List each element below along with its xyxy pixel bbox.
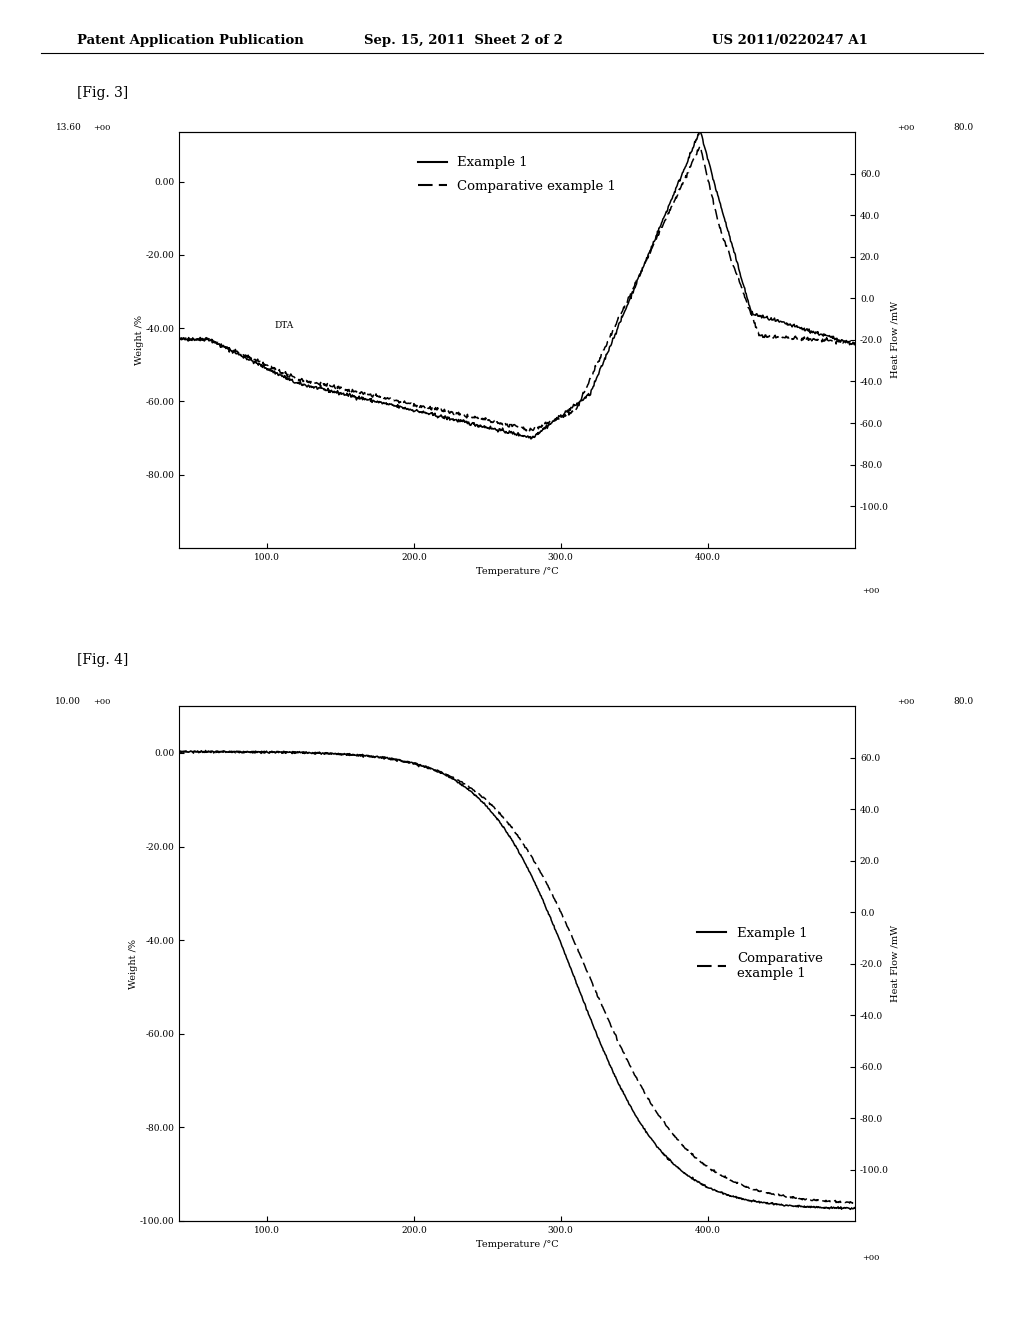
Y-axis label: Weight /%: Weight /% — [129, 939, 138, 989]
Y-axis label: Heat Flow /mW: Heat Flow /mW — [890, 301, 899, 379]
Text: [Fig. 4]: [Fig. 4] — [77, 653, 128, 668]
Text: 10.00: 10.00 — [55, 697, 81, 706]
Legend: Example 1, Comparative example 1: Example 1, Comparative example 1 — [413, 150, 622, 198]
X-axis label: Temperature /°C: Temperature /°C — [476, 1241, 558, 1250]
Text: +00: +00 — [862, 587, 880, 595]
Text: 80.0: 80.0 — [953, 123, 973, 132]
Legend: Example 1, Comparative
example 1: Example 1, Comparative example 1 — [692, 921, 828, 985]
Text: DTA: DTA — [274, 321, 294, 330]
Text: +00: +00 — [93, 698, 111, 706]
Text: +00: +00 — [862, 1254, 880, 1262]
Text: [Fig. 3]: [Fig. 3] — [77, 86, 128, 100]
X-axis label: Temperature /°C: Temperature /°C — [476, 568, 558, 577]
Text: 80.0: 80.0 — [953, 697, 973, 706]
Y-axis label: Heat Flow /mW: Heat Flow /mW — [890, 925, 899, 1002]
Text: +00: +00 — [897, 124, 914, 132]
Text: +00: +00 — [93, 124, 111, 132]
Text: Sep. 15, 2011  Sheet 2 of 2: Sep. 15, 2011 Sheet 2 of 2 — [364, 34, 562, 48]
Text: Patent Application Publication: Patent Application Publication — [77, 34, 303, 48]
Text: 13.60: 13.60 — [55, 123, 81, 132]
Text: US 2011/0220247 A1: US 2011/0220247 A1 — [712, 34, 867, 48]
Y-axis label: Weight /%: Weight /% — [135, 315, 144, 364]
Text: +00: +00 — [897, 698, 914, 706]
